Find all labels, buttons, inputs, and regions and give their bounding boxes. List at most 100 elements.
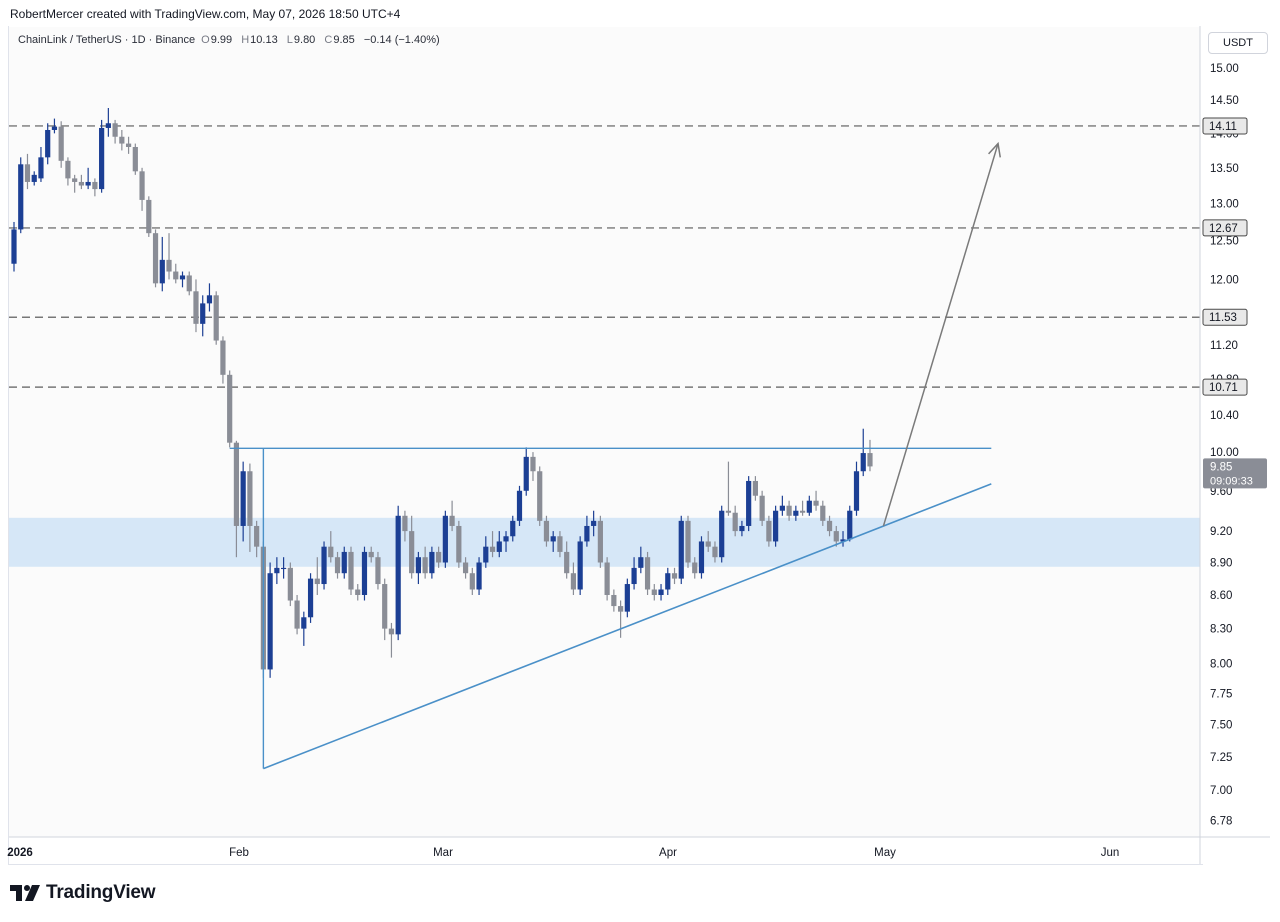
candle (166, 233, 172, 280)
candle (799, 500, 806, 516)
candle (732, 505, 738, 537)
candle-body (483, 546, 489, 563)
change-value: −0.14 (−1.40%) (363, 34, 440, 46)
candle (577, 536, 583, 595)
candle (281, 557, 287, 579)
candle-body (193, 291, 199, 324)
candle-body (200, 303, 206, 324)
candle-body (72, 178, 78, 182)
price-tick-label: 13.00 (1210, 199, 1239, 211)
candle-body (112, 123, 118, 137)
candle-body (328, 546, 334, 558)
candle-body (833, 531, 839, 542)
candle (752, 476, 758, 501)
price-tick-label: 8.00 (1210, 659, 1232, 671)
candle (307, 573, 314, 623)
price-tick-label: 7.25 (1210, 752, 1232, 764)
candle (179, 271, 186, 288)
candle (31, 171, 37, 186)
candle (240, 461, 246, 542)
candle (483, 536, 489, 568)
candle-body (247, 471, 253, 526)
candle (469, 567, 475, 595)
candle (638, 546, 644, 574)
candle-body (537, 471, 543, 521)
price-tick-label: 11.20 (1210, 340, 1238, 352)
candle-body (469, 573, 475, 590)
candle (833, 525, 839, 547)
ascending-trendline (263, 483, 992, 770)
candle (206, 283, 213, 312)
candle-body (395, 515, 401, 635)
candle-body (105, 123, 111, 128)
symbol-name: ChainLink / TetherUS · 1D · Binance (18, 34, 196, 46)
candle (530, 452, 536, 481)
candle-body (85, 181, 91, 186)
candle (328, 531, 334, 563)
candle-body (159, 259, 165, 284)
candle (227, 370, 233, 448)
candle (341, 546, 347, 579)
candle (786, 500, 792, 521)
candle-body (779, 505, 785, 511)
high-label: H (241, 34, 250, 46)
candle-body (799, 510, 806, 513)
candle-body (206, 295, 213, 304)
candle-body (853, 471, 860, 511)
price-tick-label: 12.50 (1210, 236, 1239, 248)
candle-body (867, 453, 873, 467)
candle (462, 557, 469, 579)
chart-pane[interactable] (8, 26, 1203, 865)
candle (860, 428, 866, 477)
candle (826, 515, 833, 537)
candle (422, 546, 428, 579)
tradingview-logo: TradingView (10, 881, 156, 905)
price-tick-label: 7.00 (1210, 785, 1232, 797)
candle (159, 236, 165, 292)
candle-body (618, 606, 624, 612)
candle-body (543, 520, 550, 542)
candle-body (99, 127, 105, 190)
candle (38, 146, 44, 182)
candle (200, 295, 206, 337)
price-tick-label: 9.60 (1210, 486, 1232, 498)
candle (146, 196, 152, 237)
candle (78, 174, 84, 190)
candle (45, 123, 51, 165)
candle-body (173, 271, 179, 280)
candle-body (746, 480, 752, 526)
time-tick-label: Mar (433, 847, 453, 859)
candle (618, 600, 624, 638)
price-badges: 14.11 12.67 11.53 10.71 9.85 09:09:33 (1202, 117, 1267, 489)
candle (442, 510, 448, 568)
support-zone-layer (9, 27, 1200, 837)
candle (746, 476, 752, 532)
candle-body (456, 525, 462, 563)
candle-body (550, 536, 556, 542)
chart-credit: RobertMercer created with TradingView.co… (10, 7, 401, 21)
candle-body (570, 573, 577, 590)
price-tick-label: 15.00 (1210, 63, 1239, 75)
candle-body (287, 567, 293, 601)
price-tick-label: 10.40 (1210, 410, 1239, 422)
candle (597, 515, 603, 568)
currency-unit-button[interactable]: USDT (1208, 32, 1268, 54)
candle-body (11, 229, 17, 264)
candle (537, 466, 543, 526)
candle-body (78, 181, 84, 186)
candle (287, 562, 293, 607)
candle (247, 463, 253, 552)
candle-body (510, 520, 516, 537)
price-tick-label: 9.20 (1210, 526, 1232, 538)
candle-body (422, 557, 428, 574)
candle-body (240, 471, 246, 526)
candle-body (361, 551, 368, 595)
candle (409, 515, 415, 579)
candle-body (45, 129, 51, 158)
candle-body (179, 275, 186, 280)
candle (712, 541, 718, 563)
candle (705, 531, 711, 552)
price-tick-label: 12.00 (1210, 274, 1239, 286)
price-tick-label: 7.50 (1210, 720, 1232, 732)
